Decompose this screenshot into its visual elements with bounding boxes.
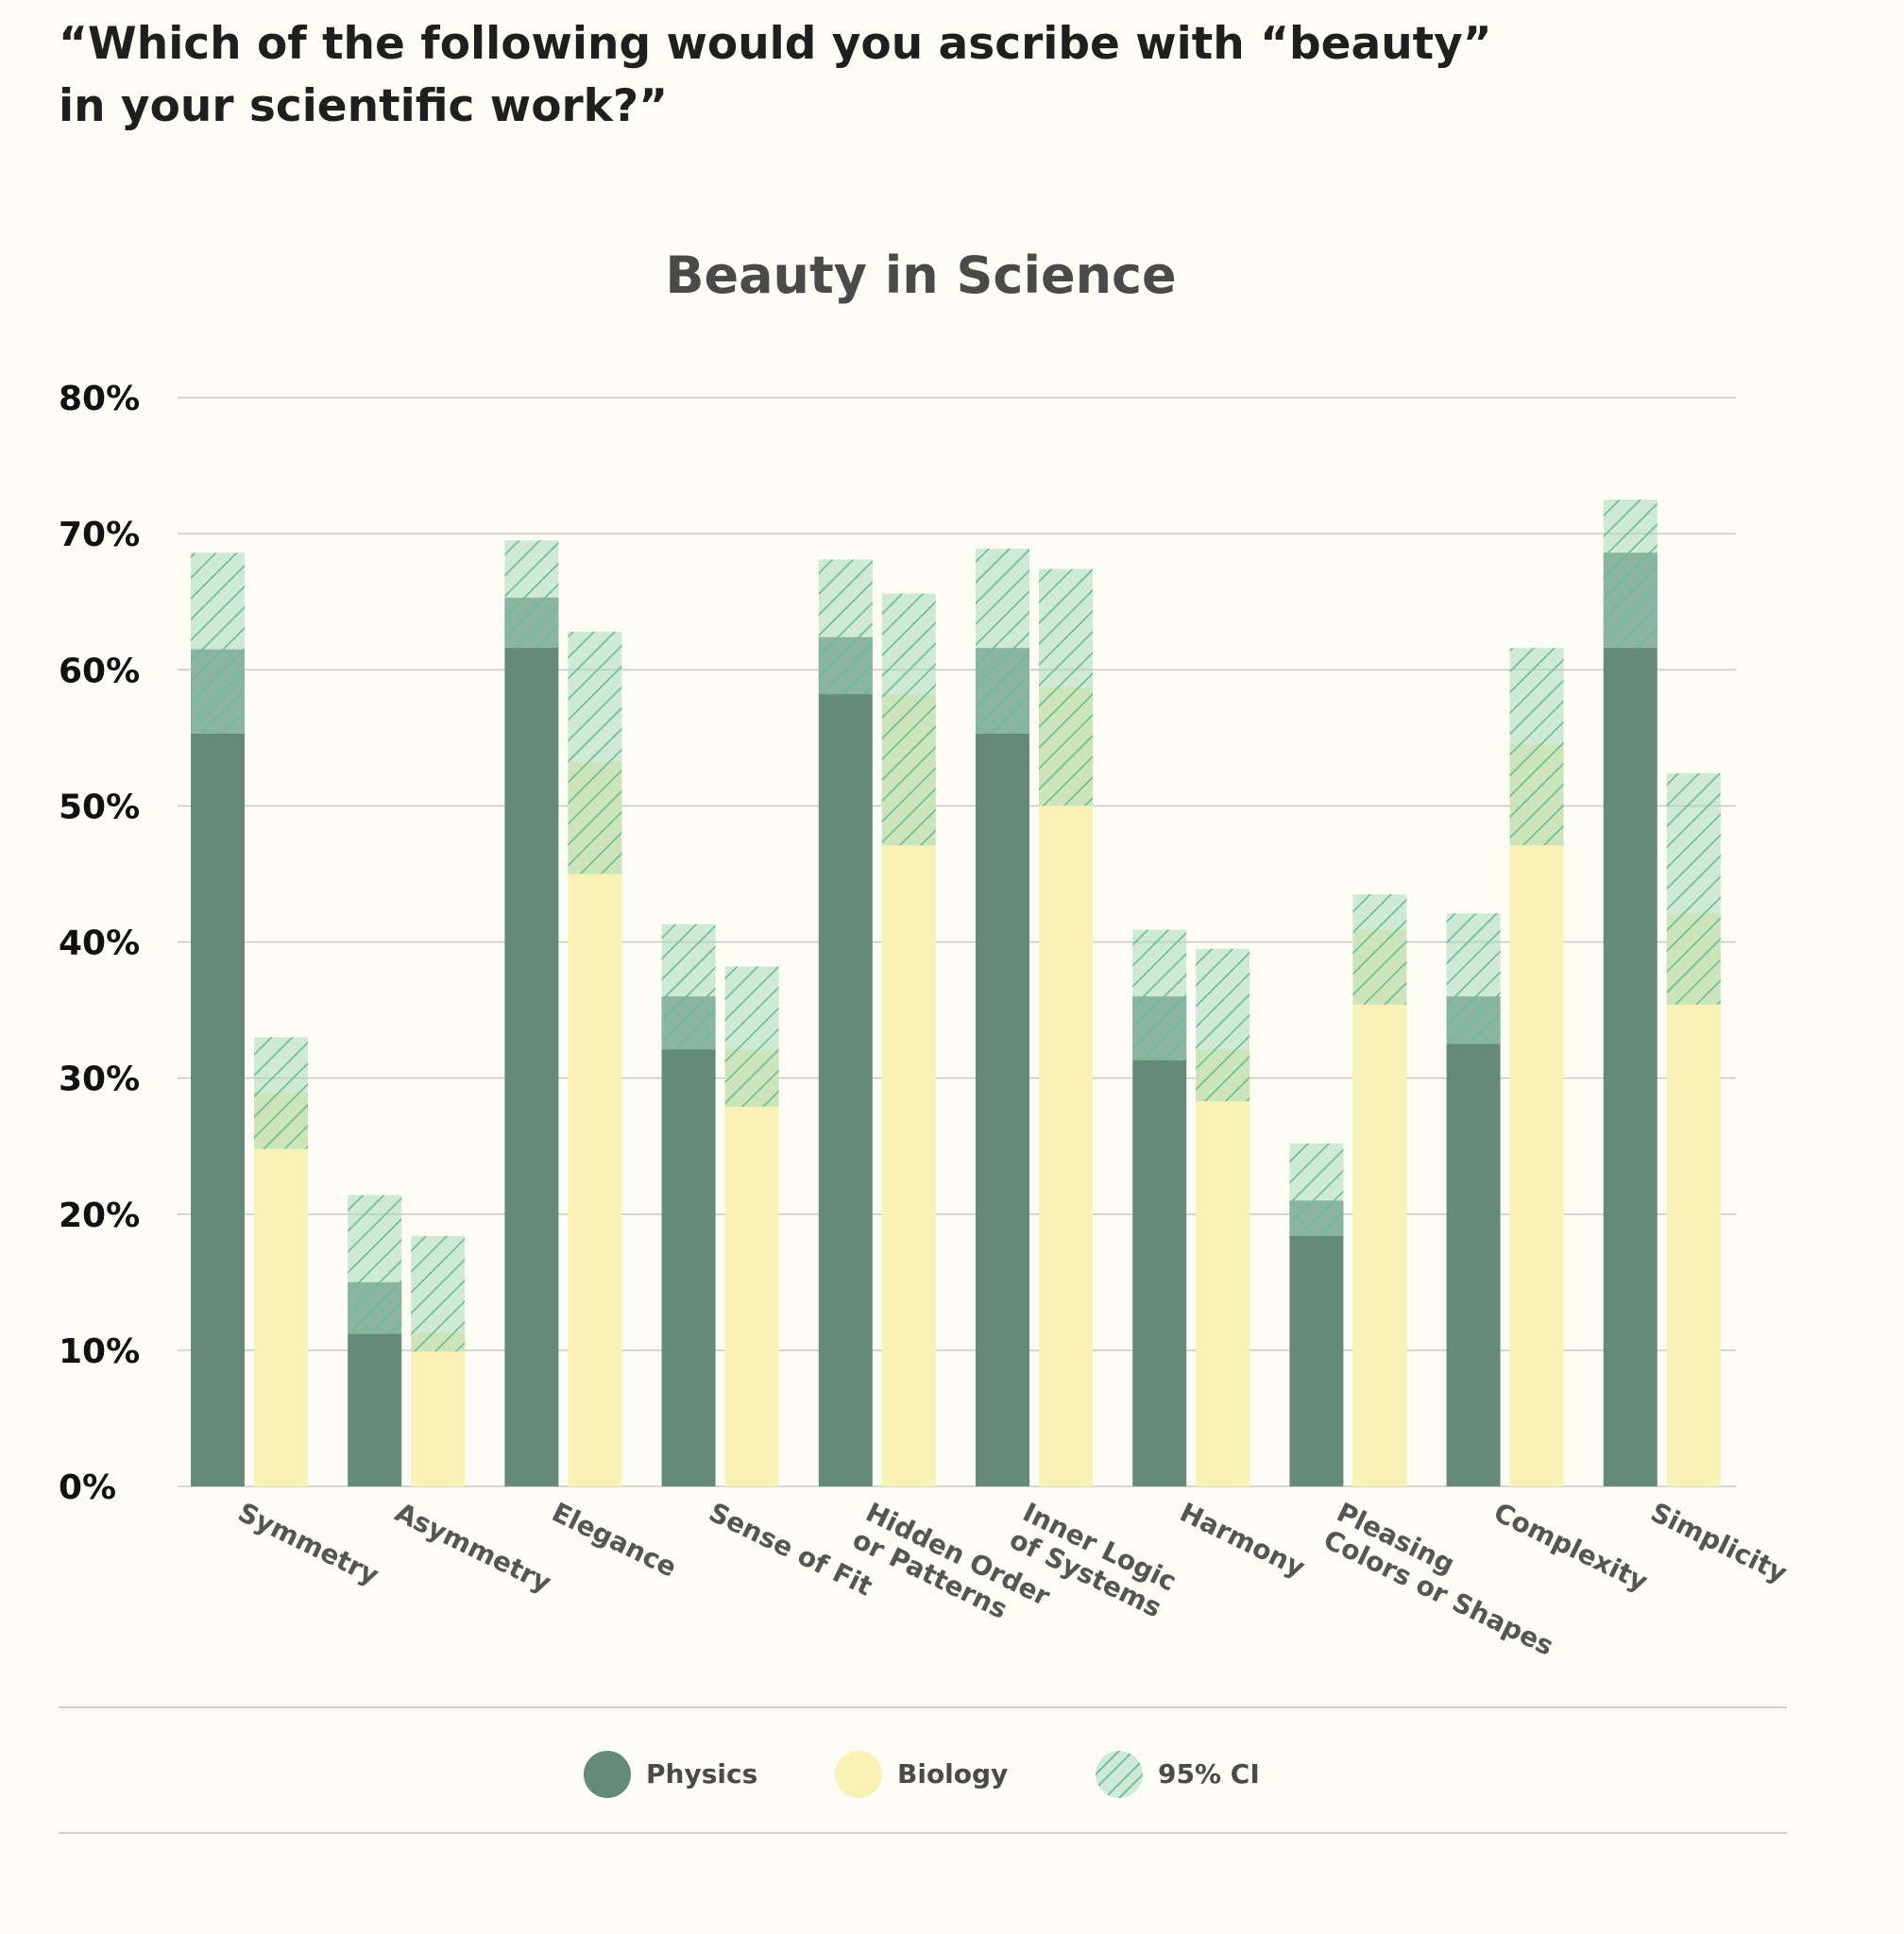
question-line-1: “Which of the following would you ascrib…	[59, 18, 1492, 70]
bar-physics	[818, 636, 873, 1486]
bar-biology	[1196, 1049, 1250, 1486]
y-tick-label: 30%	[59, 1060, 140, 1099]
bar-biology	[254, 1093, 308, 1486]
ci-band-biology	[568, 631, 622, 874]
ci-band-physics	[504, 540, 559, 649]
legend: Physics Biology 95% CI	[0, 1747, 1904, 1804]
ci-band-biology	[1039, 568, 1093, 806]
x-tick-label: Symmetry	[233, 1497, 383, 1591]
bar-physics	[504, 597, 559, 1486]
physics-swatch-icon	[584, 1751, 631, 1798]
y-axis-ticks: 0% 10% 20% 30% 40% 50% 60% 70% 80%	[59, 380, 140, 1507]
x-tick-label: Complexity	[1489, 1497, 1653, 1598]
hatch-swatch-icon	[1096, 1751, 1143, 1798]
ci-band-biology	[1666, 772, 1721, 1005]
bar-chart: Beauty in Science 0% 10% 20% 30% 40% 50% 60% 70…	[59, 246, 1792, 1662]
legend-label-ci: 95% CI	[1158, 1758, 1260, 1790]
bar-physics	[1289, 1200, 1344, 1486]
ci-band-physics	[976, 548, 1029, 734]
ci-band-biology	[724, 966, 779, 1107]
ci-band-physics	[661, 924, 716, 1050]
ci-band-physics	[1289, 1143, 1344, 1236]
y-tick-label: 10%	[59, 1332, 140, 1371]
x-tick-label: Simplicity	[1646, 1497, 1793, 1589]
bar-physics	[1446, 996, 1501, 1486]
bar-biology	[411, 1332, 466, 1486]
bar-biology	[1509, 744, 1564, 1486]
legend-bottom-rule	[59, 1832, 1787, 1834]
ci-band-biology	[1352, 894, 1407, 1005]
bar-biology	[1352, 929, 1407, 1486]
legend-top-rule	[59, 1706, 1787, 1708]
bar-physics	[1132, 996, 1187, 1486]
bar-biology	[568, 762, 622, 1486]
bar-physics	[1603, 552, 1658, 1486]
ci-band-physics	[348, 1195, 402, 1334]
bar-physics	[976, 648, 1029, 1486]
ci-band-physics	[818, 559, 873, 695]
ci-band-physics	[1446, 913, 1501, 1044]
question-text: “Which of the following would you ascrib…	[59, 13, 1570, 138]
ci-band-biology	[881, 593, 936, 846]
ci-band-biology	[411, 1235, 466, 1352]
x-tick-label: Harmony	[1175, 1497, 1310, 1584]
bar-biology	[724, 1049, 779, 1486]
chart-title: Beauty in Science	[665, 246, 1176, 305]
ci-band-biology	[254, 1037, 308, 1149]
question-line-2: in your scientific work?”	[59, 80, 669, 132]
ci-band-physics	[1603, 500, 1658, 649]
x-tick-label: Elegance	[547, 1497, 681, 1584]
bars	[191, 500, 1721, 1486]
y-tick-label: 70%	[59, 516, 140, 554]
y-tick-label: 60%	[59, 652, 140, 690]
y-tick-label: 50%	[59, 788, 140, 826]
ci-band-physics	[1132, 929, 1187, 1060]
bar-biology	[1039, 687, 1093, 1486]
legend-label-biology: Biology	[897, 1758, 1009, 1790]
x-tick-label: Asymmetry	[390, 1497, 556, 1599]
bar-physics	[191, 649, 245, 1486]
biology-swatch-icon	[835, 1751, 882, 1798]
bar-physics	[661, 996, 716, 1486]
ci-band-biology	[1196, 948, 1250, 1102]
bar-biology	[1666, 913, 1721, 1486]
y-tick-label: 80%	[59, 380, 140, 418]
y-tick-label: 0%	[59, 1468, 116, 1507]
ci-band-physics	[191, 552, 245, 734]
y-tick-label: 20%	[59, 1196, 140, 1235]
y-tick-label: 40%	[59, 925, 140, 963]
legend-label-physics: Physics	[646, 1758, 758, 1790]
ci-band-biology	[1509, 648, 1564, 846]
